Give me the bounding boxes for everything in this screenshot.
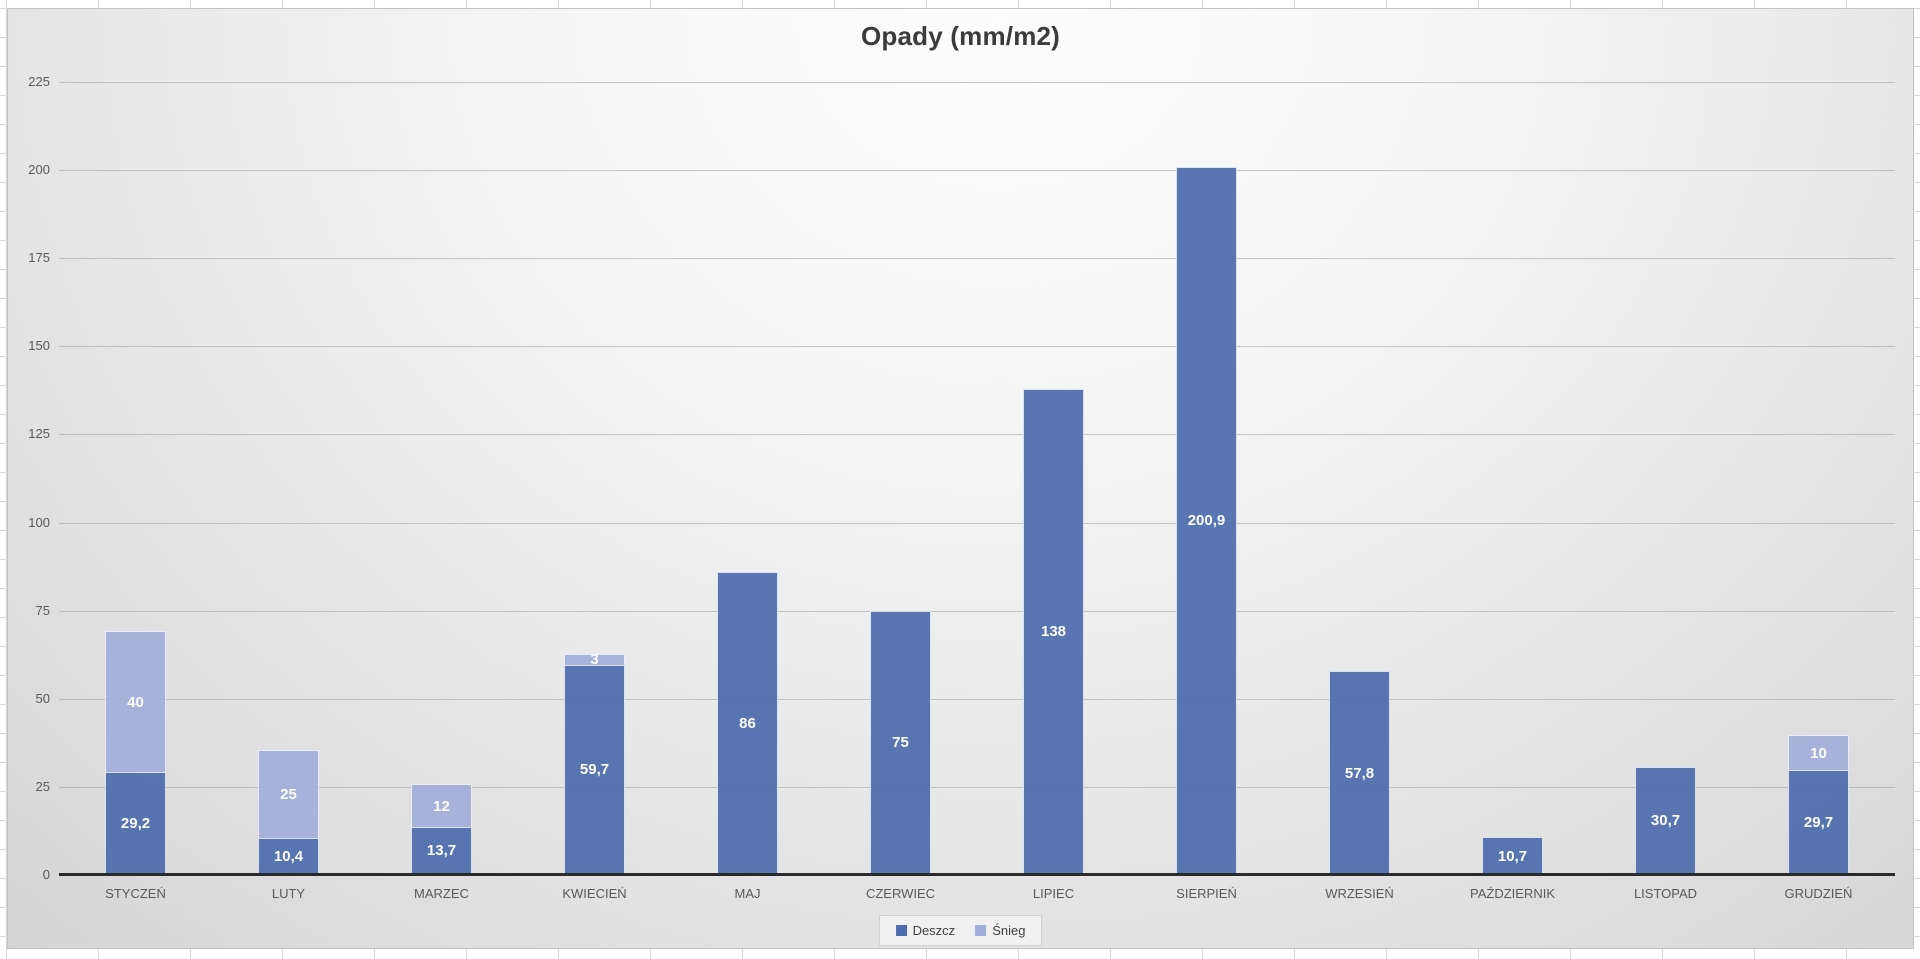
- gridline: [59, 170, 1895, 172]
- bar-luty[interactable]: 10,4 25: [258, 750, 319, 875]
- y-tick-label: 125: [28, 426, 50, 442]
- plot-area: 29,2 40 10,4 25 13,7 12 59,7 3 86 75 138 200,9 57,8 1…: [59, 82, 1895, 876]
- gridline: [59, 786, 1895, 788]
- x-category-label: KWIECIEŃ: [562, 886, 627, 901]
- bar-value-label: 10,4: [273, 848, 304, 866]
- bar-segment-śnieg[interactable]: 3: [564, 651, 625, 669]
- bar-segment-śnieg[interactable]: 12: [411, 784, 472, 827]
- bar-grudzień[interactable]: 29,7 10: [1788, 735, 1849, 875]
- chart-title[interactable]: Opady (mm/m2): [860, 21, 1061, 51]
- gridline: [59, 522, 1895, 524]
- gridline: [59, 434, 1895, 436]
- bars-layer: 29,2 40 10,4 25 13,7 12 59,7 3 86 75 138 200,9 57,8 1…: [59, 82, 1895, 875]
- bar-wrzesień[interactable]: 57,8: [1329, 671, 1390, 875]
- gridline: [59, 258, 1895, 260]
- bar-segment-deszcz[interactable]: 13,7: [411, 826, 472, 875]
- bar-segment-deszcz[interactable]: 138: [1023, 388, 1084, 875]
- gridline: [59, 82, 1895, 83]
- bar-value-label: 75: [892, 734, 909, 752]
- bar-value-label: 59,7: [579, 761, 610, 779]
- y-tick-label: 150: [28, 338, 50, 354]
- bar-marzec[interactable]: 13,7 12: [411, 784, 472, 875]
- bar-segment-deszcz[interactable]: 10,4: [258, 838, 319, 875]
- bar-segment-deszcz[interactable]: 200,9: [1176, 166, 1237, 875]
- legend-label-snieg: Śnieg: [992, 923, 1026, 938]
- bar-value-label: 10: [1810, 744, 1827, 762]
- y-tick-label: 175: [28, 250, 50, 266]
- bar-value-label: 29,2: [120, 815, 151, 833]
- legend-item-snieg[interactable]: Śnieg: [975, 923, 1025, 938]
- bar-segment-deszcz[interactable]: 57,8: [1329, 671, 1390, 875]
- bar-value-label: 10,7: [1497, 847, 1528, 865]
- y-tick-label: 100: [28, 514, 50, 530]
- y-tick-label: 225: [28, 74, 50, 89]
- bar-segment-śnieg[interactable]: 10: [1788, 735, 1849, 771]
- bar-segment-deszcz[interactable]: 59,7: [564, 664, 625, 875]
- bar-value-label: 86: [739, 714, 756, 732]
- bar-value-label: 200,9: [1187, 512, 1226, 530]
- gridline: [59, 346, 1895, 348]
- x-category-label: WRZESIEŃ: [1325, 886, 1394, 901]
- legend-swatch-snieg-icon: [975, 925, 987, 936]
- x-category-label: CZERWIEC: [865, 886, 936, 901]
- x-category-label: MARZEC: [414, 886, 469, 901]
- x-category-label: LISTOPAD: [1633, 886, 1698, 901]
- bar-segment-deszcz[interactable]: 86: [717, 571, 778, 875]
- bar-segment-deszcz[interactable]: 30,7: [1635, 766, 1696, 875]
- gridline: [59, 698, 1895, 700]
- bar-value-label: 13,7: [426, 842, 457, 860]
- bar-listopad[interactable]: 30,7: [1635, 766, 1696, 875]
- y-tick-label: 25: [35, 778, 50, 794]
- bar-value-label: 30,7: [1650, 812, 1681, 830]
- bar-lipiec[interactable]: 138: [1023, 388, 1084, 875]
- bar-value-label: 12: [433, 797, 450, 815]
- y-tick-label: 0: [42, 867, 50, 882]
- x-category-label: SIERPIEŃ: [1176, 886, 1237, 901]
- x-category-label: GRUDZIEŃ: [1784, 886, 1853, 901]
- legend-swatch-deszcz-icon: [895, 925, 907, 936]
- legend-label-deszcz: Deszcz: [912, 923, 956, 938]
- x-category-label: STYCZEŃ: [105, 886, 166, 901]
- bar-październik[interactable]: 10,7: [1482, 837, 1543, 875]
- bar-value-label: 29,7: [1803, 814, 1834, 832]
- x-axis-line: [59, 873, 1895, 876]
- bar-value-label: 3: [590, 651, 599, 669]
- bar-maj[interactable]: 86: [717, 571, 778, 875]
- bar-segment-deszcz[interactable]: 29,7: [1788, 770, 1849, 875]
- bar-segment-deszcz[interactable]: 29,2: [105, 772, 166, 875]
- bar-czerwiec[interactable]: 75: [870, 610, 931, 875]
- bar-styczeń[interactable]: 29,2 40: [105, 631, 166, 875]
- bar-segment-deszcz[interactable]: 75: [870, 610, 931, 875]
- x-category-label: MAJ: [734, 886, 761, 901]
- x-category-label: LIPIEC: [1032, 886, 1075, 901]
- bar-value-label: 57,8: [1344, 764, 1375, 782]
- y-tick-label: 50: [35, 690, 50, 706]
- bar-segment-śnieg[interactable]: 25: [258, 750, 319, 839]
- gridline: [59, 610, 1895, 612]
- legend-item-deszcz[interactable]: Deszcz: [895, 923, 956, 938]
- y-tick-label: 200: [28, 162, 50, 178]
- chart-legend[interactable]: Deszcz Śnieg: [878, 915, 1043, 946]
- y-tick-label: 75: [35, 602, 50, 618]
- chart-object[interactable]: Opady (mm/m2) 0 25 50 75 100 125 150 175 200 225 …: [7, 8, 1914, 949]
- bar-value-label: 138: [1040, 623, 1067, 641]
- bar-segment-śnieg[interactable]: 40: [105, 631, 166, 773]
- x-category-label: PAŹDZIERNIK: [1470, 886, 1555, 901]
- bar-sierpień[interactable]: 200,9: [1176, 166, 1237, 875]
- bar-value-label: 40: [127, 693, 144, 711]
- bar-value-label: 25: [280, 786, 297, 804]
- x-category-label: LUTY: [271, 886, 306, 901]
- bar-kwiecień[interactable]: 59,7 3: [564, 651, 625, 875]
- bar-segment-deszcz[interactable]: 10,7: [1482, 837, 1543, 875]
